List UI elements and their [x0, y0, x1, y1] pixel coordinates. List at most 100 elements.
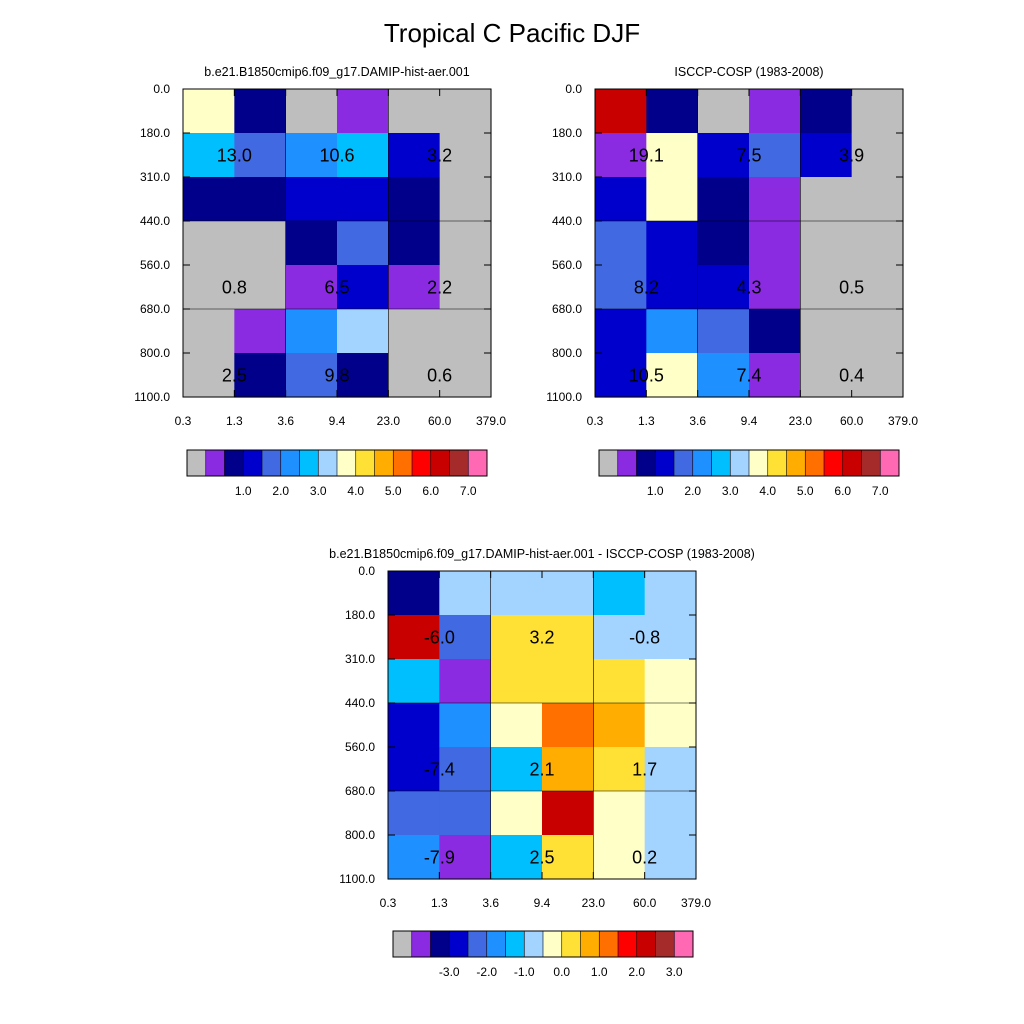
- x-tick-label: 0.3: [175, 414, 192, 428]
- colorbar-swatch: [468, 450, 488, 476]
- cell-value-label: 10.6: [319, 146, 354, 166]
- x-tick-label: 0.3: [587, 414, 604, 428]
- heatmap-cell: [337, 309, 389, 354]
- heatmap-cell: [800, 177, 853, 222]
- heatmap-cell: [851, 353, 904, 398]
- y-tick-label: 440.0: [345, 696, 375, 710]
- heatmap-cell: [285, 221, 338, 266]
- colorbar-label: 1.0: [591, 965, 608, 979]
- x-tick-label: 1.3: [431, 896, 448, 910]
- heatmap-cell: [542, 703, 594, 748]
- colorbar-swatch: [636, 450, 656, 476]
- heatmap-cell: [337, 353, 389, 398]
- heatmap-cell: [388, 659, 440, 704]
- heatmap-cell: [595, 133, 647, 178]
- heatmap-cell: [439, 353, 492, 398]
- heatmap-cell: [337, 177, 389, 222]
- colorbar-label: 4.0: [347, 484, 364, 498]
- cell-value-label: 3.2: [427, 146, 452, 166]
- colorbar-swatch: [468, 931, 488, 957]
- panel-subtitle: b.e21.B1850cmip6.f09_g17.DAMIP-hist-aer.…: [329, 547, 755, 561]
- y-tick-label: 440.0: [552, 214, 582, 228]
- heatmap-cell: [439, 791, 492, 836]
- colorbar-label: -3.0: [439, 965, 460, 979]
- heatmap-cell: [595, 353, 647, 398]
- heatmap-cell: [644, 659, 697, 704]
- heatmap-cell: [183, 265, 235, 310]
- heatmap-cell: [646, 89, 699, 134]
- heatmap-cell: [388, 571, 440, 616]
- heatmap-cell: [234, 265, 287, 310]
- colorbar-swatch: [412, 450, 432, 476]
- heatmap-cell: [234, 89, 287, 134]
- colorbar-label: 3.0: [666, 965, 683, 979]
- colorbar-swatch: [486, 931, 506, 957]
- y-tick-label: 800.0: [345, 828, 375, 842]
- heatmap-cell: [234, 221, 287, 266]
- heatmap-cell: [644, 747, 697, 792]
- cell-value-label: 2.5: [222, 366, 247, 386]
- heatmap-cell: [851, 133, 904, 178]
- colorbar-label: 7.0: [460, 484, 477, 498]
- heatmap-cell: [593, 791, 646, 836]
- heatmap-cell: [749, 353, 801, 398]
- cell-value-label: 7.4: [736, 366, 761, 386]
- cell-value-label: 3.2: [529, 628, 554, 648]
- colorbar-label: 1.0: [235, 484, 252, 498]
- y-tick-label: 560.0: [552, 258, 582, 272]
- colorbar-swatch: [187, 450, 207, 476]
- panel-subtitle: b.e21.B1850cmip6.f09_g17.DAMIP-hist-aer.…: [204, 65, 469, 79]
- heatmap-cell: [439, 221, 492, 266]
- heatmap-cell: [644, 835, 697, 880]
- heatmap-cell: [542, 571, 594, 616]
- cell-value-label: 3.9: [839, 146, 864, 166]
- heatmap-cell: [337, 133, 389, 178]
- y-tick-label: 0.0: [565, 82, 582, 96]
- panel-obs: 0.0 180.0 310.0 440.0 560.0 680.0 800.0 1100.0 0…: [546, 65, 918, 498]
- colorbar-swatch: [692, 450, 712, 476]
- y-tick-label: 560.0: [140, 258, 170, 272]
- panel-subtitle: ISCCP-COSP (1983-2008): [674, 65, 823, 79]
- colorbar-swatch: [337, 450, 357, 476]
- heatmap-cell: [749, 133, 801, 178]
- colorbar-label: 2.0: [272, 484, 289, 498]
- heatmap-cell: [337, 89, 389, 134]
- heatmap-cell: [183, 89, 235, 134]
- colorbar-label: 3.0: [310, 484, 327, 498]
- colorbar-swatch: [561, 931, 581, 957]
- y-tick-label: 680.0: [552, 302, 582, 316]
- cell-value-label: -0.8: [629, 628, 660, 648]
- heatmap-cell: [800, 353, 853, 398]
- heatmap-cell: [800, 265, 853, 310]
- cell-value-label: 2.2: [427, 278, 452, 298]
- colorbar-swatch: [749, 450, 769, 476]
- heatmap-cell: [644, 703, 697, 748]
- heatmap-cell: [749, 309, 801, 354]
- heatmap-cell: [388, 265, 441, 310]
- heatmap-cell: [439, 835, 492, 880]
- y-tick-label: 1100.0: [339, 872, 375, 886]
- heatmap-cell: [388, 133, 441, 178]
- colorbar-label: 2.0: [684, 484, 701, 498]
- heatmap-cell: [183, 133, 235, 178]
- heatmap-cell: [697, 133, 750, 178]
- heatmap-cell: [542, 747, 594, 792]
- heatmap-cell: [542, 659, 594, 704]
- y-tick-label: 310.0: [140, 170, 170, 184]
- y-tick-label: 680.0: [345, 784, 375, 798]
- x-tick-label: 23.0: [377, 414, 401, 428]
- heatmap-cell: [697, 177, 750, 222]
- heatmap-cell: [593, 703, 646, 748]
- cell-value-label: 0.2: [632, 848, 657, 868]
- cell-value-label: 0.4: [839, 366, 864, 386]
- heatmap-cell: [800, 221, 853, 266]
- heatmap-cell: [183, 353, 235, 398]
- colorbar-swatch: [430, 931, 450, 957]
- heatmap-cell: [595, 265, 647, 310]
- colorbar-swatch: [449, 931, 469, 957]
- colorbar-swatch: [411, 931, 431, 957]
- colorbar-swatch: [880, 450, 900, 476]
- heatmap-cell: [439, 703, 492, 748]
- cell-value-label: 2.1: [529, 760, 554, 780]
